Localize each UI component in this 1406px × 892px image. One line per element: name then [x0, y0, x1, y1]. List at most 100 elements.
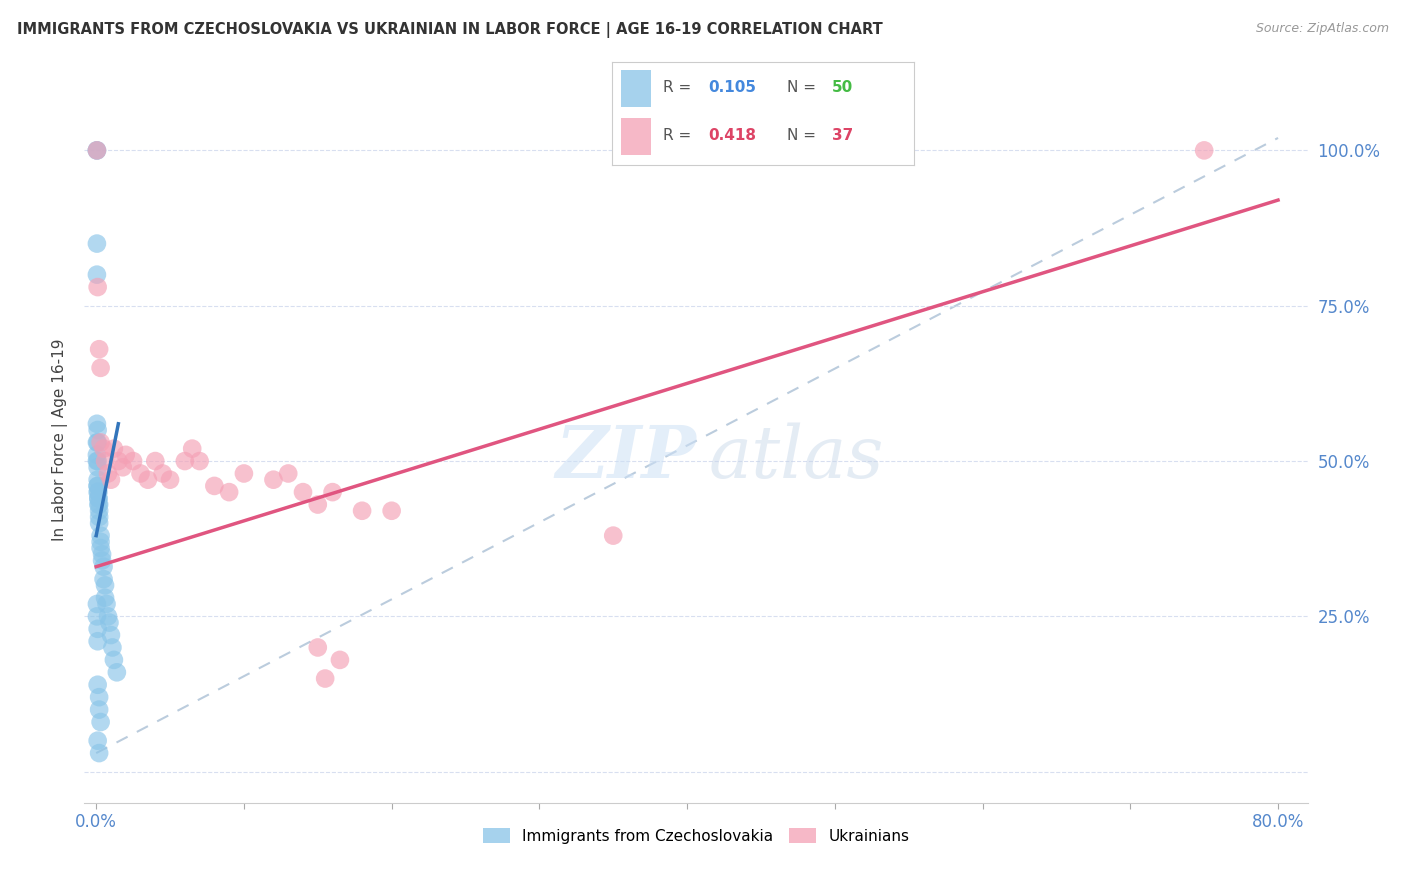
Point	[86, 435, 108, 450]
Point	[101, 640, 124, 655]
Point	[86, 236, 108, 251]
Point	[86, 460, 108, 475]
Point	[159, 473, 181, 487]
Point	[103, 442, 125, 456]
Point	[89, 510, 111, 524]
Text: Source: ZipAtlas.com: Source: ZipAtlas.com	[1256, 22, 1389, 36]
Point	[314, 672, 336, 686]
Point	[90, 435, 112, 450]
Point	[277, 467, 299, 481]
Point	[94, 578, 117, 592]
Point	[93, 559, 115, 574]
Point	[1192, 144, 1215, 158]
Point	[97, 609, 120, 624]
Point	[91, 547, 114, 561]
Point	[86, 423, 108, 437]
Point	[86, 733, 108, 747]
Point	[173, 454, 195, 468]
Point	[89, 690, 111, 705]
Point	[232, 467, 254, 481]
Text: 50: 50	[832, 79, 853, 95]
Point	[86, 144, 108, 158]
Point	[86, 609, 108, 624]
Point	[152, 467, 174, 481]
Point	[86, 479, 108, 493]
Point	[86, 448, 108, 462]
Text: ZIP: ZIP	[555, 422, 696, 493]
Point	[87, 485, 110, 500]
Point	[100, 628, 122, 642]
Point	[89, 516, 111, 531]
Point	[100, 473, 122, 487]
Text: atlas: atlas	[709, 422, 884, 492]
Point	[181, 442, 204, 456]
Point	[129, 467, 152, 481]
Point	[87, 498, 110, 512]
Point	[86, 678, 108, 692]
Point	[96, 597, 118, 611]
Legend: Immigrants from Czechoslovakia, Ukrainians: Immigrants from Czechoslovakia, Ukrainia…	[477, 822, 915, 850]
Point	[136, 473, 159, 487]
Text: 0.418: 0.418	[709, 128, 756, 143]
Point	[90, 528, 112, 542]
Point	[218, 485, 240, 500]
Point	[86, 454, 108, 468]
Point	[86, 597, 108, 611]
Point	[86, 473, 108, 487]
Point	[262, 473, 284, 487]
Point	[202, 479, 225, 493]
Point	[90, 541, 112, 555]
Text: IMMIGRANTS FROM CZECHOSLOVAKIA VS UKRAINIAN IN LABOR FORCE | AGE 16-19 CORRELATI: IMMIGRANTS FROM CZECHOSLOVAKIA VS UKRAIN…	[17, 22, 883, 38]
Bar	[620, 70, 651, 106]
Point	[86, 417, 108, 431]
Point	[86, 144, 108, 158]
Point	[103, 653, 125, 667]
Point	[89, 498, 111, 512]
Point	[107, 454, 129, 468]
Point	[89, 746, 111, 760]
Point	[307, 640, 329, 655]
Point	[91, 553, 114, 567]
Point	[86, 144, 108, 158]
Point	[352, 504, 374, 518]
Point	[87, 491, 110, 506]
Bar	[620, 118, 651, 155]
Point	[86, 479, 108, 493]
Text: 0.105: 0.105	[709, 79, 756, 95]
Text: 37: 37	[832, 128, 853, 143]
Point	[90, 534, 112, 549]
Point	[93, 442, 115, 456]
Point	[602, 528, 624, 542]
Point	[87, 491, 110, 506]
Point	[89, 504, 111, 518]
Point	[86, 435, 108, 450]
Point	[329, 653, 352, 667]
Point	[381, 504, 404, 518]
Point	[86, 622, 108, 636]
Point	[93, 572, 115, 586]
Point	[114, 448, 136, 462]
Point	[86, 268, 108, 282]
Point	[188, 454, 211, 468]
Text: R =: R =	[664, 79, 696, 95]
Point	[322, 485, 344, 500]
Point	[292, 485, 315, 500]
Point	[86, 634, 108, 648]
Point	[86, 454, 108, 468]
Point	[97, 467, 120, 481]
Point	[94, 591, 117, 605]
Point	[86, 485, 108, 500]
Text: N =: N =	[787, 128, 821, 143]
Text: N =: N =	[787, 79, 821, 95]
Y-axis label: In Labor Force | Age 16-19: In Labor Force | Age 16-19	[52, 338, 67, 541]
Point	[90, 360, 112, 375]
Text: R =: R =	[664, 128, 696, 143]
Point	[89, 703, 111, 717]
Point	[111, 460, 134, 475]
Point	[307, 498, 329, 512]
Point	[143, 454, 166, 468]
Point	[94, 454, 117, 468]
Point	[86, 280, 108, 294]
Point	[98, 615, 121, 630]
Point	[105, 665, 128, 680]
